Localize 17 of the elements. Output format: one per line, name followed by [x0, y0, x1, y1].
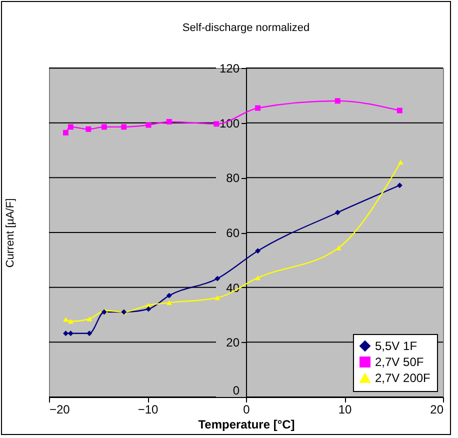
y-tick-label: 20: [226, 336, 240, 350]
y-tick-label: 120: [219, 62, 240, 76]
x-tick-label: −10: [138, 402, 158, 416]
legend-label: 2,7V 200F: [375, 371, 430, 385]
y-axis-title: Current [µA/F]: [4, 198, 16, 268]
x-tick-label: 20: [430, 402, 444, 416]
x-axis-title: Temperature [°C]: [198, 418, 295, 432]
legend-label: 2,7V 50F: [375, 355, 424, 369]
x-tick-label: −20: [50, 402, 70, 416]
x-tick-label: 10: [338, 402, 352, 416]
legend-label: 5,5V 1F: [375, 339, 418, 353]
y-tick-label: 60: [226, 226, 240, 240]
y-tick-label: 80: [226, 171, 240, 186]
y-tick-label: 40: [226, 280, 240, 295]
x-tick-label: 0: [243, 402, 250, 416]
chart-title: Self-discharge normalized: [182, 22, 310, 34]
y-tick-label: 0: [232, 384, 240, 398]
